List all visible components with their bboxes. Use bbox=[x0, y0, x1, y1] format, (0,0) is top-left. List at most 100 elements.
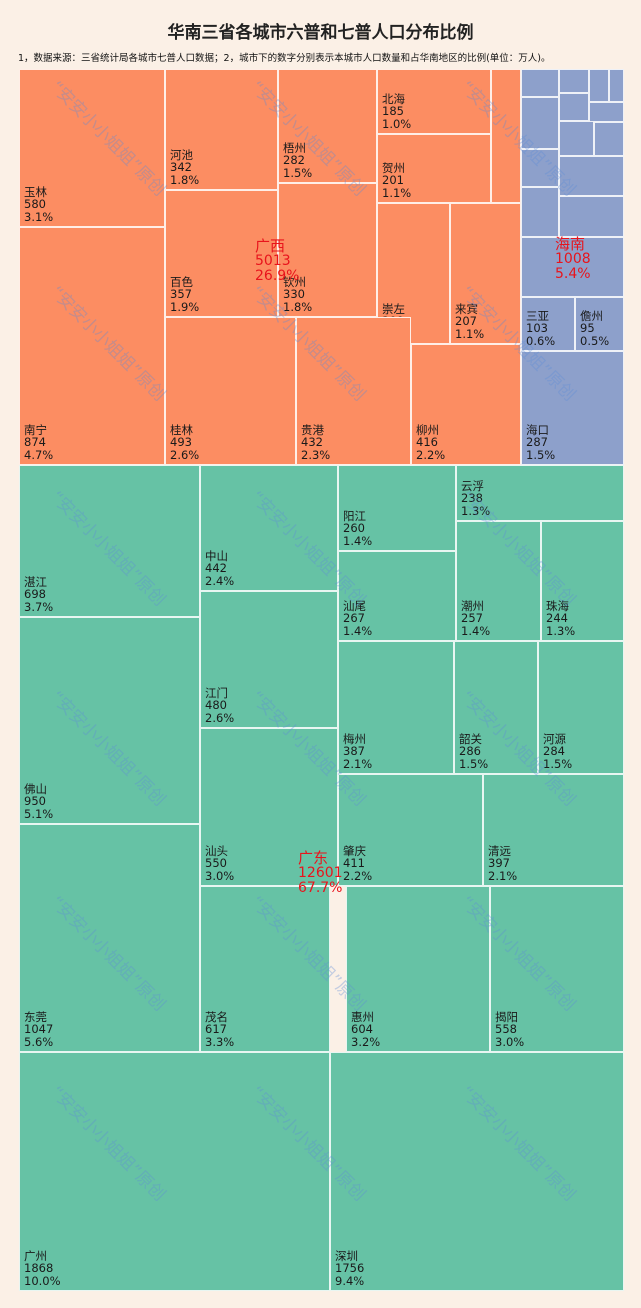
treemap-cell: 云浮 238 1.3% bbox=[456, 465, 624, 521]
city-name: 汕头 bbox=[205, 843, 228, 858]
city-name: 贺州 bbox=[382, 160, 405, 175]
treemap-cell: 梧州 282 1.5% bbox=[278, 69, 377, 183]
city-percent: 2.1% bbox=[343, 756, 373, 771]
city-label: 汕头 550 3.0% bbox=[205, 843, 234, 883]
city-label: 河池 342 1.8% bbox=[170, 148, 199, 187]
city-label: 肇庆 411 2.2% bbox=[343, 843, 373, 883]
city-value: 387 bbox=[343, 744, 365, 758]
city-label: 桂林 493 2.6% bbox=[170, 423, 199, 462]
city-percent: 5.1% bbox=[24, 806, 54, 821]
treemap-cell: 深圳 1756 9.4% bbox=[330, 1052, 624, 1291]
city-percent: 1.8% bbox=[283, 299, 313, 314]
chart-title: 华南三省各城市六普和七普人口分布比例 bbox=[167, 23, 474, 43]
city-label: 中山 442 2.4% bbox=[205, 549, 235, 588]
city-value: 238 bbox=[461, 491, 483, 505]
treemap-cell: 来宾 207 1.1% bbox=[450, 203, 521, 344]
city-name: 佛山 bbox=[24, 781, 47, 796]
city-label: 韶关 286 1.5% bbox=[459, 732, 488, 771]
city-name: 汕尾 bbox=[343, 598, 366, 613]
city-percent: 2.4% bbox=[205, 573, 235, 588]
treemap-cell-small bbox=[559, 156, 624, 196]
city-value: 103 bbox=[526, 321, 548, 335]
city-name: 柳州 bbox=[416, 422, 439, 437]
treemap-cell: 三亚 103 0.6% bbox=[521, 297, 575, 351]
city-label: 湛江 698 3.7% bbox=[24, 575, 53, 614]
city-value: 416 bbox=[416, 435, 438, 449]
treemap-cell: 茂名 617 3.3% bbox=[200, 886, 330, 1052]
province-name: 广西 bbox=[255, 237, 286, 255]
city-percent: 1.3% bbox=[461, 503, 491, 518]
city-name: 海口 bbox=[526, 422, 549, 437]
city-percent: 1.5% bbox=[283, 165, 313, 180]
treemap-cell: 江门 480 2.6% bbox=[200, 591, 338, 728]
city-value: 284 bbox=[543, 744, 565, 758]
city-value: 580 bbox=[24, 197, 46, 211]
city-percent: 1.5% bbox=[526, 447, 556, 462]
city-percent: 1.5% bbox=[543, 756, 573, 771]
city-percent: 10.0% bbox=[24, 1273, 61, 1288]
treemap-cell: 惠州 604 3.2% bbox=[346, 886, 490, 1052]
city-value: 286 bbox=[459, 744, 481, 758]
treemap-cell: 珠海 244 1.3% bbox=[541, 521, 624, 641]
city-value: 260 bbox=[343, 521, 365, 535]
city-label: 三亚 103 0.6% bbox=[526, 309, 556, 348]
treemap-cell-small bbox=[559, 196, 624, 237]
treemap-cell: 清远 397 2.1% bbox=[483, 774, 624, 886]
city-name: 梧州 bbox=[283, 140, 306, 155]
city-percent: 2.2% bbox=[343, 868, 373, 883]
city-name: 肇庆 bbox=[343, 843, 366, 858]
city-value: 330 bbox=[283, 287, 305, 301]
city-value: 950 bbox=[24, 794, 46, 808]
city-percent: 2.2% bbox=[416, 447, 446, 462]
city-name: 东莞 bbox=[24, 1009, 47, 1024]
treemap-cell-small bbox=[521, 187, 559, 237]
city-name: 百色 bbox=[170, 274, 193, 289]
city-percent: 1.4% bbox=[461, 623, 491, 638]
province-label: 广东 12601 67.7% bbox=[298, 851, 343, 896]
city-name: 梅州 bbox=[343, 731, 366, 746]
city-percent: 0.6% bbox=[526, 333, 556, 348]
city-value: 201 bbox=[382, 173, 404, 187]
city-name: 深圳 bbox=[335, 1248, 358, 1263]
city-percent: 1.4% bbox=[343, 533, 373, 548]
city-percent: 9.4% bbox=[335, 1273, 365, 1288]
city-name: 清远 bbox=[488, 843, 511, 858]
treemap-cell-small bbox=[559, 69, 589, 93]
treemap-cell: 桂林 493 2.6% bbox=[165, 317, 296, 465]
city-percent: 2.3% bbox=[301, 447, 331, 462]
city-name: 揭阳 bbox=[495, 1009, 518, 1024]
city-percent: 5.6% bbox=[24, 1034, 54, 1049]
city-name: 云浮 bbox=[461, 478, 484, 493]
city-value: 604 bbox=[351, 1022, 373, 1036]
city-label: 阳江 260 1.4% bbox=[343, 509, 373, 548]
city-name: 惠州 bbox=[351, 1009, 374, 1024]
city-label: 揭阳 558 3.0% bbox=[495, 1009, 525, 1049]
city-value: 357 bbox=[170, 287, 192, 301]
city-label: 百色 357 1.9% bbox=[170, 274, 200, 314]
province-value: 12601 bbox=[298, 865, 343, 881]
city-label: 潮州 257 1.4% bbox=[461, 599, 491, 638]
city-percent: 3.0% bbox=[495, 1034, 525, 1049]
city-label: 云浮 238 1.3% bbox=[461, 478, 491, 518]
treemap-cell: 东莞 1047 5.6% bbox=[19, 824, 200, 1052]
city-label: 河源 284 1.5% bbox=[543, 732, 573, 771]
treemap-cell: 钦州 330 1.8% bbox=[278, 183, 377, 317]
city-value: 267 bbox=[343, 611, 365, 625]
province-name: 广东 bbox=[298, 849, 329, 867]
province-name: 海南 bbox=[555, 235, 586, 253]
treemap-cell: 河池 342 1.8% bbox=[165, 69, 278, 190]
city-percent: 1.4% bbox=[343, 623, 373, 638]
treemap-cell: 湛江 698 3.7% bbox=[19, 465, 200, 617]
city-percent: 0.5% bbox=[580, 333, 610, 348]
city-percent: 1.0% bbox=[382, 116, 412, 131]
city-value: 480 bbox=[205, 698, 227, 712]
city-percent: 4.7% bbox=[24, 447, 54, 462]
city-label: 海口 287 1.5% bbox=[526, 422, 556, 462]
city-value: 244 bbox=[546, 611, 568, 625]
city-value: 1868 bbox=[24, 1261, 54, 1275]
city-percent: 1.1% bbox=[455, 326, 485, 341]
province-value: 1008 bbox=[555, 251, 591, 267]
city-label: 柳州 416 2.2% bbox=[416, 422, 446, 462]
city-percent: 1.9% bbox=[170, 299, 200, 314]
city-label: 北海 185 1.0% bbox=[382, 92, 412, 131]
